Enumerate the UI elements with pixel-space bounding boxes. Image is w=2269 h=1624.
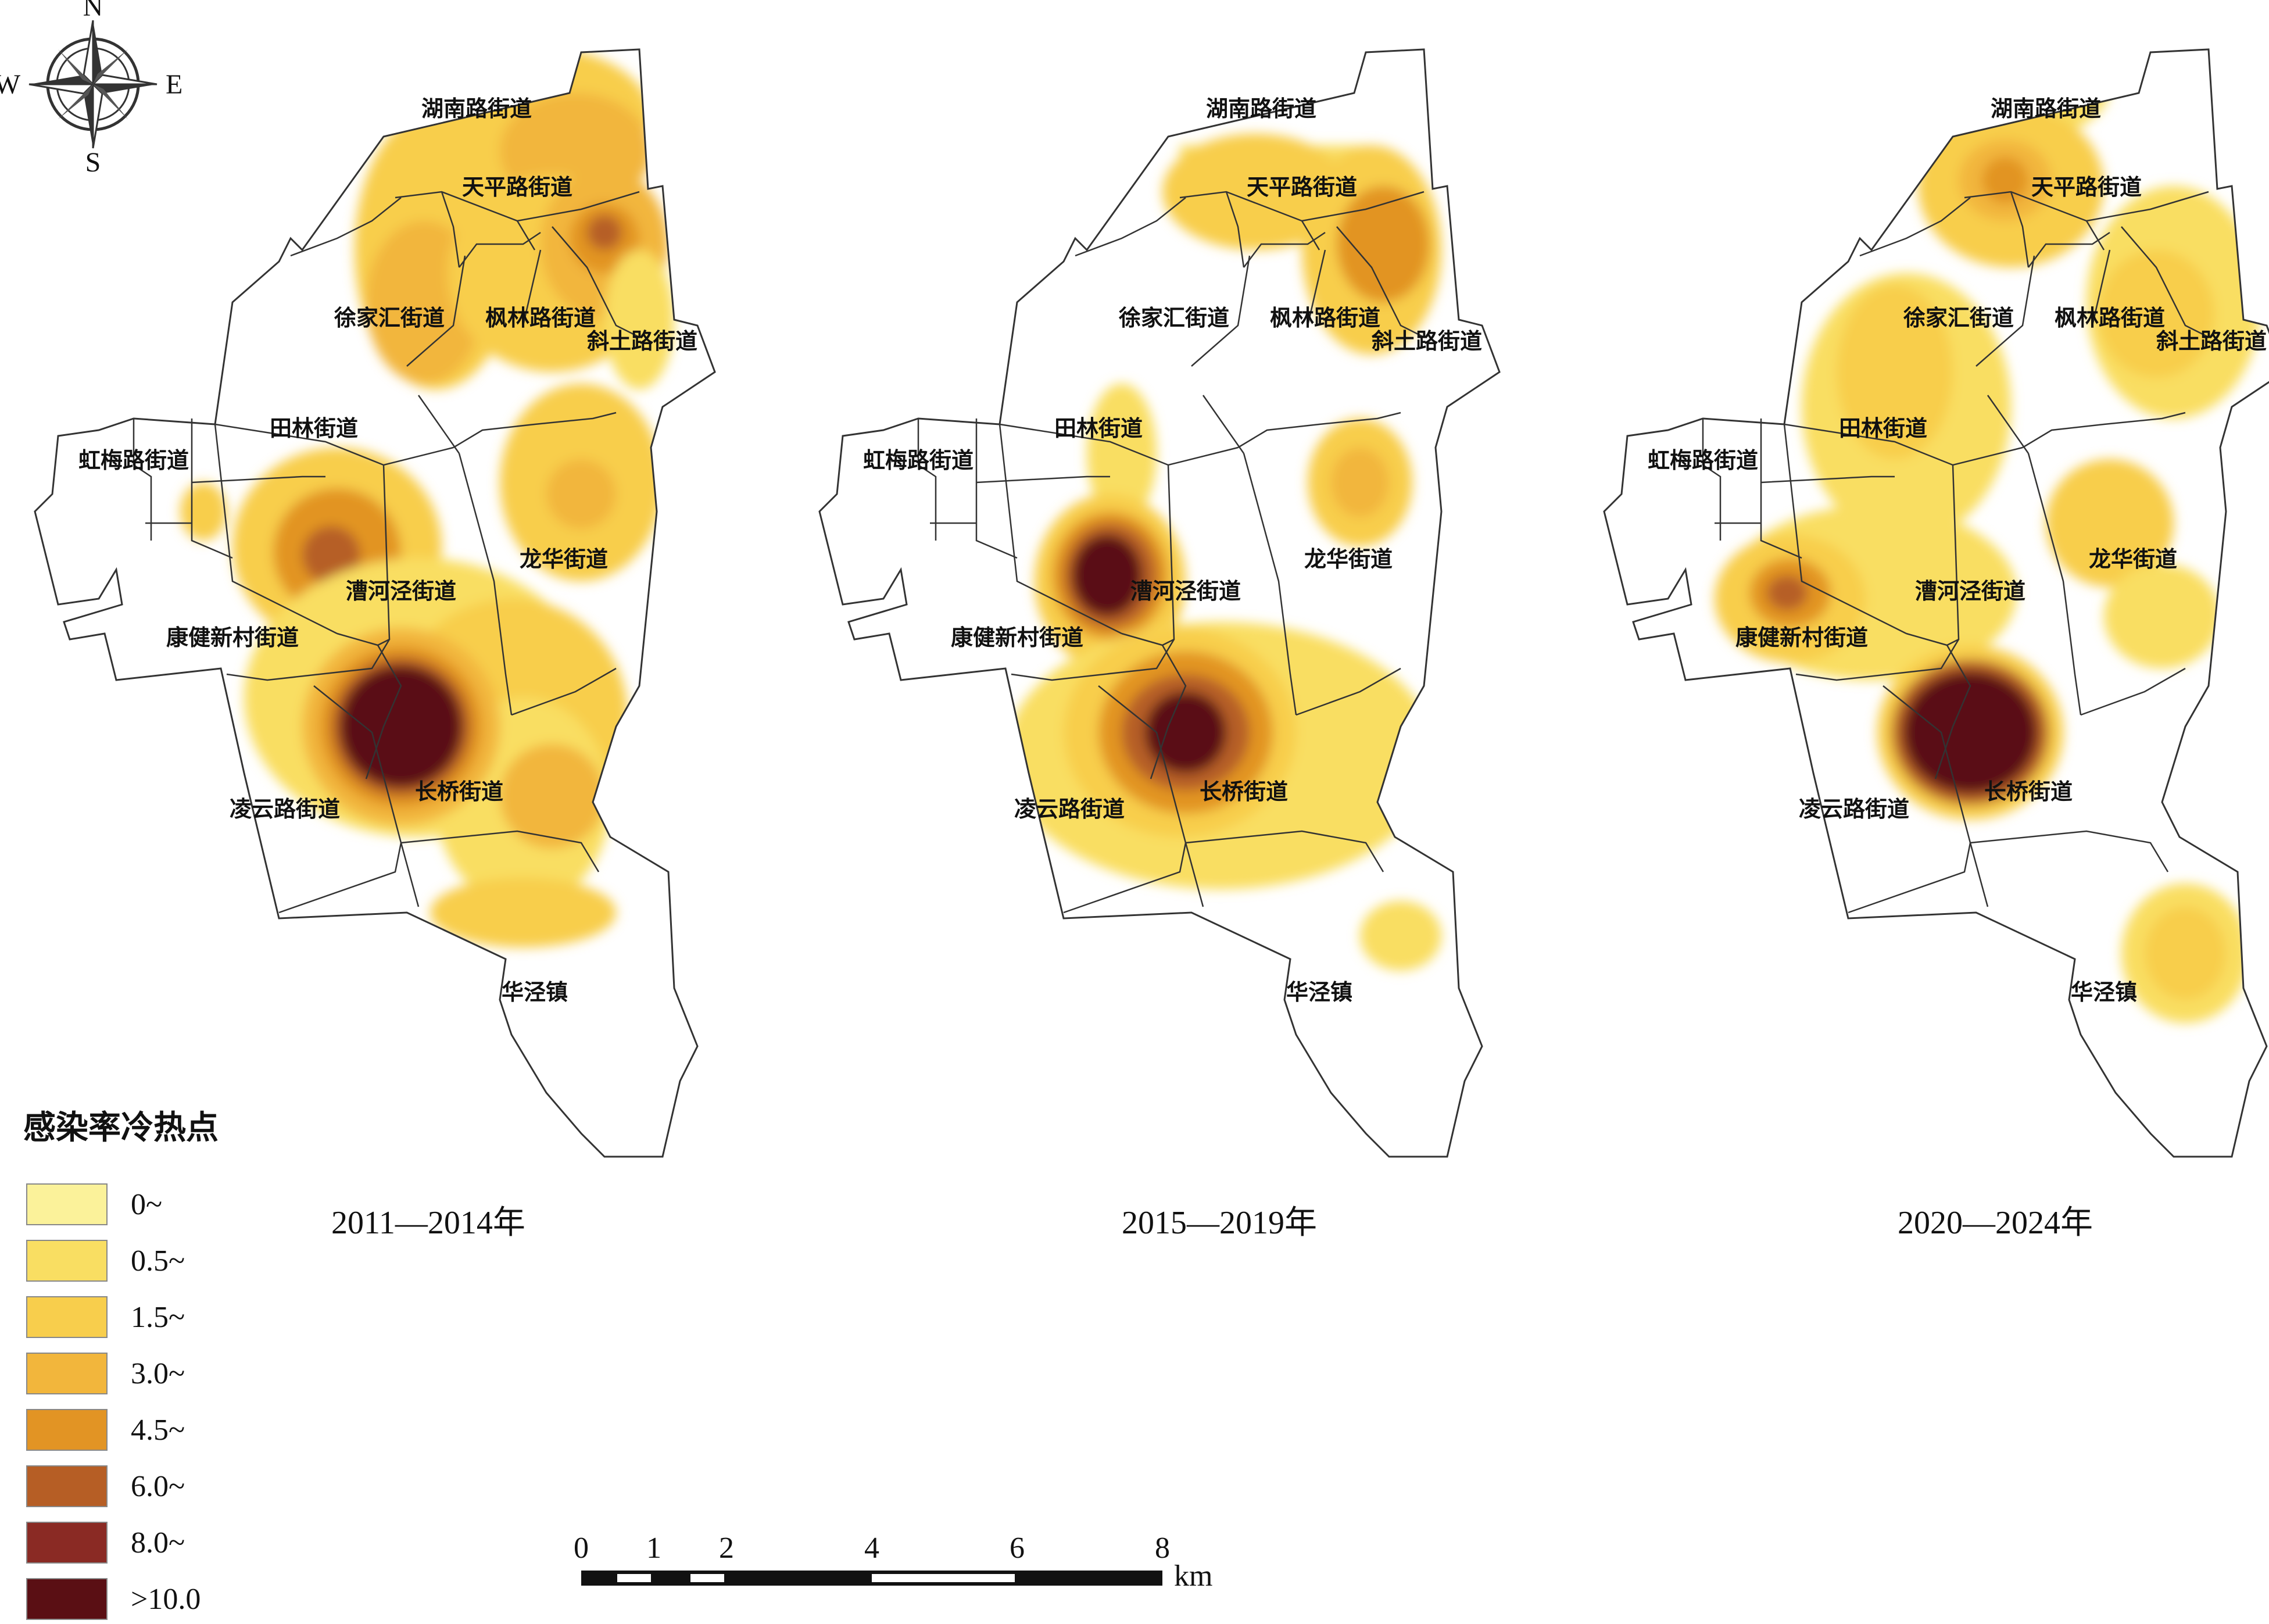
subdistrict-labels: 湖南路街道 天平路街道 徐家汇街道 枫林路街道 斜土路街道 田林街道 虹梅路街道… (863, 96, 1482, 1005)
scale-tick-2: 2 (719, 1532, 734, 1565)
compass-n: N (83, 0, 103, 22)
label-hunan: 湖南路街道 (1991, 96, 2101, 121)
legend-swatch (26, 1409, 108, 1451)
legend-title: 感染率冷热点 (23, 1109, 219, 1147)
compass-rose-icon: N S E W (0, 0, 182, 178)
label-huajing: 华泾镇 (502, 979, 568, 1005)
label-fenglin: 枫林路街道 (485, 305, 596, 331)
label-changqiao: 长桥街道 (1200, 779, 1288, 804)
label-hongmei: 虹梅路街道 (863, 448, 974, 473)
scale-unit: km (1174, 1559, 1212, 1593)
subdistrict-labels: 湖南路街道 天平路街道 徐家汇街道 枫林路街道 斜土路街道 田林街道 虹梅路街道… (78, 96, 697, 1005)
label-changqiao: 长桥街道 (415, 779, 503, 804)
legend-item: 0.5~ (26, 1240, 185, 1282)
label-hongmei: 虹梅路街道 (78, 448, 189, 473)
period-caption-2: 2015—2019年 (1122, 1205, 1317, 1241)
scale-tick-8: 8 (1155, 1532, 1170, 1565)
label-hunan: 湖南路街道 (421, 96, 532, 121)
hotspot-layer (180, 49, 674, 947)
label-longhua: 龙华街道 (520, 546, 608, 572)
legend-label: 6.0~ (131, 1469, 185, 1503)
legend-item: 1.5~ (26, 1296, 185, 1338)
label-changqiao: 长桥街道 (1984, 779, 2073, 804)
period-caption-3: 2020—2024年 (1898, 1205, 2093, 1241)
legend-label: 1.5~ (131, 1300, 185, 1334)
legend-label: 3.0~ (131, 1357, 185, 1390)
label-xietu: 斜土路街道 (1372, 328, 1482, 354)
scale-tick-0: 0 (574, 1532, 589, 1565)
legend-item: 6.0~ (26, 1465, 185, 1507)
label-fenglin: 枫林路街道 (2055, 305, 2165, 331)
map-panel-2011: 湖南路街道 天平路街道 徐家汇街道 枫林路街道 斜土路街道 田林街道 虹梅路街道… (0, 0, 756, 1162)
period-caption-1: 2011—2014年 (331, 1205, 525, 1241)
legend-label: >10.0 (131, 1582, 201, 1616)
legend-item: >10.0 (26, 1578, 201, 1620)
label-caohejing: 漕河泾街道 (1130, 578, 1241, 604)
label-lingyun: 凌云路街道 (1014, 796, 1125, 822)
label-longhua: 龙华街道 (2089, 546, 2177, 572)
legend-label: 8.0~ (131, 1526, 185, 1559)
label-xietu: 斜土路街道 (587, 328, 697, 354)
label-tianping: 天平路街道 (1247, 174, 1357, 200)
legend-item: 8.0~ (26, 1522, 185, 1564)
scale-bar: 0 1 2 4 6 8 km (574, 1532, 1212, 1593)
label-tianping: 天平路街道 (462, 174, 572, 200)
hotspot-layer (1715, 49, 2261, 1023)
scale-tick-4: 4 (864, 1532, 879, 1565)
label-xietu: 斜土路街道 (2156, 328, 2267, 354)
scale-tick-1: 1 (646, 1532, 661, 1565)
label-lingyun: 凌云路街道 (1799, 796, 1909, 822)
label-lingyun: 凌云路街道 (230, 796, 340, 822)
label-kangjian: 康健新村街道 (166, 625, 299, 650)
label-caohejing: 漕河泾街道 (1915, 578, 2025, 604)
scale-tick-6: 6 (1010, 1532, 1025, 1565)
legend-item: 0~ (26, 1183, 162, 1225)
label-hongmei: 虹梅路街道 (1648, 448, 1758, 473)
label-longhua: 龙华街道 (1304, 546, 1393, 572)
legend-swatch (26, 1465, 108, 1507)
legend-item: 4.5~ (26, 1409, 185, 1451)
map-panel-2020: 湖南路街道 天平路街道 徐家汇街道 枫林路街道 斜土路街道 田林街道 虹梅路街道… (1603, 48, 2269, 1158)
legend-label: 0~ (131, 1187, 163, 1221)
label-huajing: 华泾镇 (1286, 979, 1352, 1005)
label-xujiahui: 徐家汇街道 (1903, 305, 2014, 331)
legend-swatch (26, 1240, 108, 1282)
label-huajing: 华泾镇 (2071, 979, 2137, 1005)
legend-label: 4.5~ (131, 1413, 185, 1447)
compass-s: S (85, 147, 101, 178)
label-hunan: 湖南路街道 (1206, 96, 1316, 121)
label-fenglin: 枫林路街道 (1270, 305, 1380, 331)
legend-swatch (26, 1522, 108, 1564)
legend-swatch (26, 1296, 108, 1338)
subdistrict-labels: 湖南路街道 天平路街道 徐家汇街道 枫林路街道 斜土路街道 田林街道 虹梅路街道… (1648, 96, 2267, 1005)
label-tianlin: 田林街道 (1839, 416, 1927, 441)
compass-e: E (166, 69, 182, 100)
label-tianlin: 田林街道 (1054, 416, 1143, 441)
label-tianping: 天平路街道 (2031, 174, 2142, 200)
map-panel-2015: 湖南路街道 天平路街道 徐家汇街道 枫林路街道 斜土路街道 田林街道 虹梅路街道… (818, 48, 1501, 1158)
compass-w: W (0, 69, 21, 100)
legend-label: 0.5~ (131, 1244, 185, 1278)
legend-swatch (26, 1353, 108, 1394)
legend-swatch (26, 1578, 108, 1620)
label-xujiahui: 徐家汇街道 (1118, 305, 1229, 331)
label-xujiahui: 徐家汇街道 (334, 305, 445, 331)
legend-swatch (26, 1183, 108, 1225)
label-caohejing: 漕河泾街道 (346, 578, 456, 604)
label-tianlin: 田林街道 (270, 416, 358, 441)
legend-item: 3.0~ (26, 1353, 185, 1394)
label-kangjian: 康健新村街道 (1735, 625, 1868, 650)
label-kangjian: 康健新村街道 (951, 625, 1083, 650)
